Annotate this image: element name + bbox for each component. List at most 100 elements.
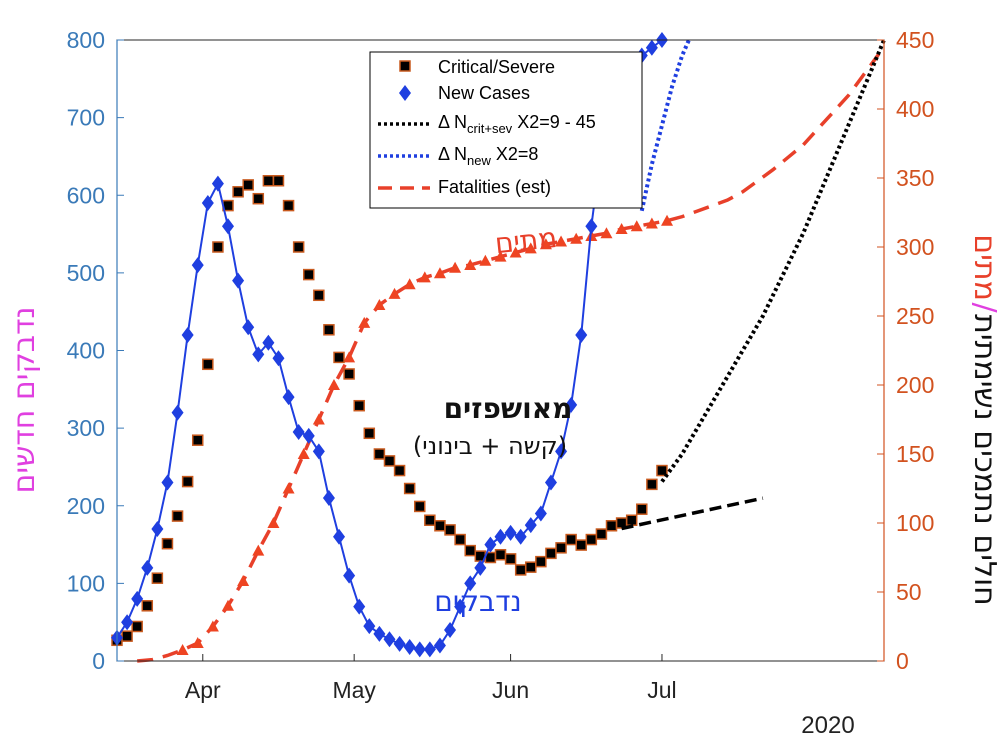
new-cases-marker [292,424,305,441]
death-marker [282,482,295,494]
new-cases-marker [484,536,497,553]
new-cases-marker [343,567,356,584]
annotation-infected: נדבקים [434,585,521,618]
legend-label-critical: Critical/Severe [438,57,555,77]
legend-dn-crit-sub: crit+sev [467,121,513,136]
x-tick-label: Apr [185,677,221,703]
y-right-tick-label: 150 [896,441,934,467]
critical-marker [262,175,275,187]
new-cases-marker [555,443,568,460]
y-left-label: נדבקים חדשים [7,306,42,493]
critical-marker [161,537,174,550]
annotation-hospitalized-sub: (קשה + בינוני) [413,432,567,460]
death-marker [312,413,325,425]
new-cases-marker [524,517,537,534]
legend: Critical/Severe New Cases Δ Ncrit+sev X2… [369,51,643,209]
new-cases-marker [534,505,547,522]
critical-marker [151,572,164,584]
death-marker [403,278,416,290]
death-marker [358,316,371,328]
y-right-tick-label: 250 [896,303,934,329]
y-right-label: חולים נתמכים נשימתית / מתים [967,234,1000,606]
death-marker [222,599,235,611]
death-marker [206,620,219,632]
annotation-deaths: מתים [493,221,558,260]
new-cases-marker [474,559,487,576]
y-right-tick-label: 200 [896,372,934,398]
new-cases-marker [191,257,204,274]
new-cases-marker [141,559,154,576]
critical-marker [636,503,648,515]
new-cases-marker [322,489,335,506]
death-marker [570,232,583,244]
legend-dn-crit-pre: Δ N [438,112,467,132]
dn-crit-slow-fit-line [621,496,764,531]
y-right-tick-label: 300 [896,234,934,260]
critical-marker [353,399,365,412]
critical-marker [303,268,315,281]
new-cases-marker [201,195,214,212]
y-left-tick-label: 500 [67,260,105,286]
new-cases-marker [333,528,346,545]
death-marker [449,261,462,273]
x-tick-label: May [332,677,376,703]
critical-marker [444,524,456,536]
critical-marker [141,600,154,612]
y-right-tick-label: 350 [896,165,934,191]
legend-label-dn-new: Δ Nnew X2=8 [438,144,538,168]
death-marker [327,379,340,390]
new-cases-marker [262,334,275,351]
death-marker [600,227,613,239]
new-cases-marker [433,637,446,654]
new-cases-marker [575,326,588,343]
death-marker [176,643,189,655]
new-cases-marker [514,528,527,545]
critical-marker [424,514,436,526]
y-left-tick-label: 100 [67,570,105,596]
dn-new-fit-line [639,40,692,212]
critical-marker [565,533,577,546]
death-marker [297,448,310,459]
critical-marker [646,478,658,491]
death-marker [479,254,492,266]
death-marker [388,287,401,299]
critical-marker [625,514,638,526]
death-marker [191,637,204,649]
new-cases-marker [504,524,517,541]
critical-marker [454,533,466,546]
new-cases-marker [444,621,457,638]
critical-marker [131,620,143,633]
death-marker [645,217,658,229]
death-marker [464,258,477,270]
death-marker [630,220,643,232]
critical-marker [373,448,386,460]
y-left-tick-label: 300 [67,415,105,441]
critical-marker [252,192,265,205]
critical-marker [363,427,376,440]
critical-marker [525,561,537,573]
new-cases-marker [211,175,224,192]
death-marker [615,223,628,235]
death-marker [433,267,446,279]
critical-marker [171,510,184,522]
new-cases-marker [403,639,416,656]
y-left-tick-label: 800 [67,27,105,53]
new-cases-marker [353,598,366,615]
critical-marker [403,482,416,495]
death-marker [494,250,507,262]
death-marker [509,246,522,258]
death-marker [373,298,386,310]
death-marker [555,235,568,247]
new-cases-marker [282,389,295,406]
y-right-tick-label: 0 [896,648,909,674]
new-cases-marker [393,635,406,652]
death-marker [539,238,552,250]
new-cases-marker [272,350,285,367]
y-right-tick-label: 50 [896,579,922,605]
critical-marker [504,553,517,565]
new-cases-marker [232,272,245,289]
new-cases-marker [544,474,557,491]
critical-marker [181,475,194,488]
series-layer [111,32,886,663]
